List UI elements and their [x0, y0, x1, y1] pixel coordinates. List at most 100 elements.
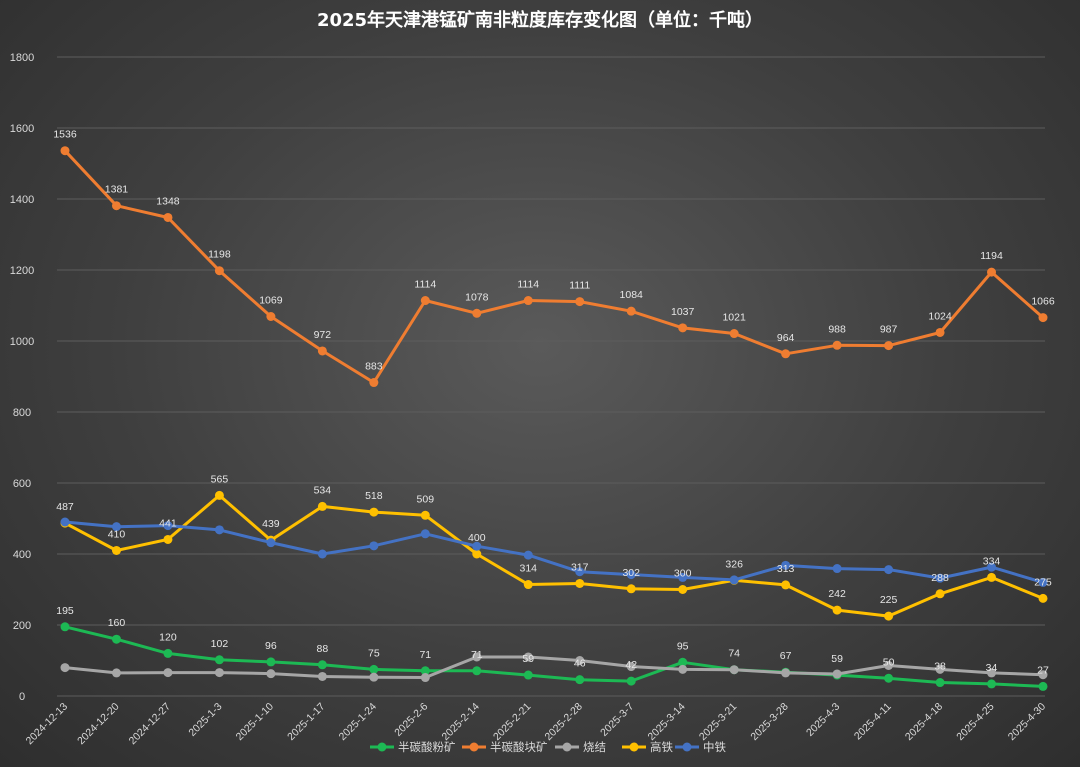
data-label: 1114 [517, 279, 539, 291]
data-label: 987 [880, 324, 898, 336]
data-label: 88 [317, 643, 329, 655]
x-tick-label: 2025-2-6 [392, 701, 430, 739]
x-tick-label: 2025-1-10 [234, 701, 276, 743]
data-point [420, 510, 430, 520]
series-line [64, 655, 1044, 679]
data-point [369, 664, 379, 674]
data-point [781, 349, 791, 359]
data-label: 326 [725, 558, 743, 570]
legend: 半碳酸粉矿 半碳酸块矿 烧结 高铁 中铁 [370, 740, 726, 754]
data-point [884, 611, 894, 621]
data-point [317, 660, 327, 670]
y-tick-label: 0 [19, 691, 25, 703]
data-point [523, 652, 533, 662]
data-label: 75 [368, 647, 380, 659]
data-point [266, 538, 276, 548]
chart-title: 2025年天津港锰矿南非粒度库存变化图（单位：千吨） [317, 9, 763, 31]
data-point [884, 660, 894, 670]
data-point [60, 622, 70, 632]
data-point [935, 664, 945, 674]
data-point [163, 668, 173, 678]
data-point [523, 670, 533, 680]
data-label: 317 [571, 561, 589, 573]
data-point [626, 584, 636, 594]
data-label: 410 [108, 528, 126, 540]
data-point [1038, 577, 1048, 587]
data-point [472, 666, 482, 676]
y-axis: 0 200 400 600 800 1000 1200 1400 1600 1800 [10, 52, 34, 703]
data-point [678, 323, 688, 333]
x-tick-label: 2025-1-24 [337, 701, 379, 743]
data-point [266, 657, 276, 667]
data-point [832, 605, 842, 615]
data-label: 988 [828, 323, 846, 335]
data-point [420, 296, 430, 306]
data-label: 313 [777, 563, 795, 575]
data-label: 1194 [980, 250, 1003, 262]
data-label: 1114 [414, 279, 436, 291]
data-point [935, 589, 945, 599]
legend-item: 半碳酸粉矿 [370, 740, 456, 754]
legend-item: 半碳酸块矿 [462, 740, 548, 754]
x-tick-label: 2025-2-14 [440, 701, 482, 743]
data-point [111, 201, 121, 211]
x-tick-label: 2025-3-28 [748, 701, 790, 743]
data-label: 242 [828, 588, 846, 600]
data-point [729, 665, 739, 675]
data-point [987, 572, 997, 582]
data-point [60, 146, 70, 156]
data-label: 59 [522, 653, 534, 665]
data-label: 400 [468, 532, 486, 544]
data-label: 74 [728, 648, 740, 660]
data-point [1038, 670, 1048, 680]
data-point [317, 671, 327, 681]
data-label: 50 [883, 656, 895, 668]
data-point [935, 573, 945, 583]
y-tick-label: 1600 [10, 123, 34, 135]
data-label: 67 [780, 650, 792, 662]
data-point [420, 529, 430, 539]
data-point [678, 664, 688, 674]
data-point [832, 340, 842, 350]
data-label: 487 [56, 501, 74, 513]
data-point [678, 585, 688, 594]
data-label: 441 [159, 517, 177, 529]
x-tick-label: 2024-12-20 [75, 701, 122, 748]
y-tick-label: 1200 [10, 265, 34, 277]
data-label: 565 [211, 473, 229, 485]
data-point [111, 634, 121, 644]
data-label: 46 [574, 658, 586, 670]
data-label: 120 [159, 631, 177, 643]
y-tick-label: 800 [13, 407, 31, 419]
data-label: 314 [519, 563, 537, 575]
data-label: 1078 [465, 291, 489, 303]
data-point [472, 541, 482, 551]
data-point [1038, 681, 1048, 691]
x-tick-label: 2024-12-13 [24, 701, 71, 748]
x-tick-label: 2024-12-27 [127, 701, 174, 748]
y-tick-label: 600 [13, 478, 31, 490]
data-label: 518 [365, 490, 383, 502]
x-tick-label: 2025-3-7 [598, 701, 636, 739]
data-label: 1066 [1031, 296, 1055, 308]
data-point [163, 534, 173, 544]
data-label: 964 [777, 332, 795, 344]
data-point [420, 666, 430, 676]
data-labels: 195 160 120 102 96 88 75 71 71 59 46 42 95 74 67 59 50 38… [53, 129, 1055, 677]
data-point [523, 296, 533, 306]
data-label: 334 [983, 555, 1001, 567]
data-point [420, 673, 430, 683]
data-point [317, 549, 327, 559]
data-label: 439 [262, 518, 280, 530]
series-3 [60, 490, 1048, 621]
data-label: 225 [880, 594, 898, 606]
data-label: 1111 [569, 280, 590, 292]
data-label: 302 [622, 567, 640, 579]
series-4 [60, 517, 1048, 587]
data-label: 509 [417, 493, 435, 505]
data-point [60, 517, 70, 527]
data-label: 1198 [208, 249, 231, 261]
data-point [472, 549, 482, 559]
data-point [369, 507, 379, 517]
data-label: 27 [1037, 664, 1049, 676]
